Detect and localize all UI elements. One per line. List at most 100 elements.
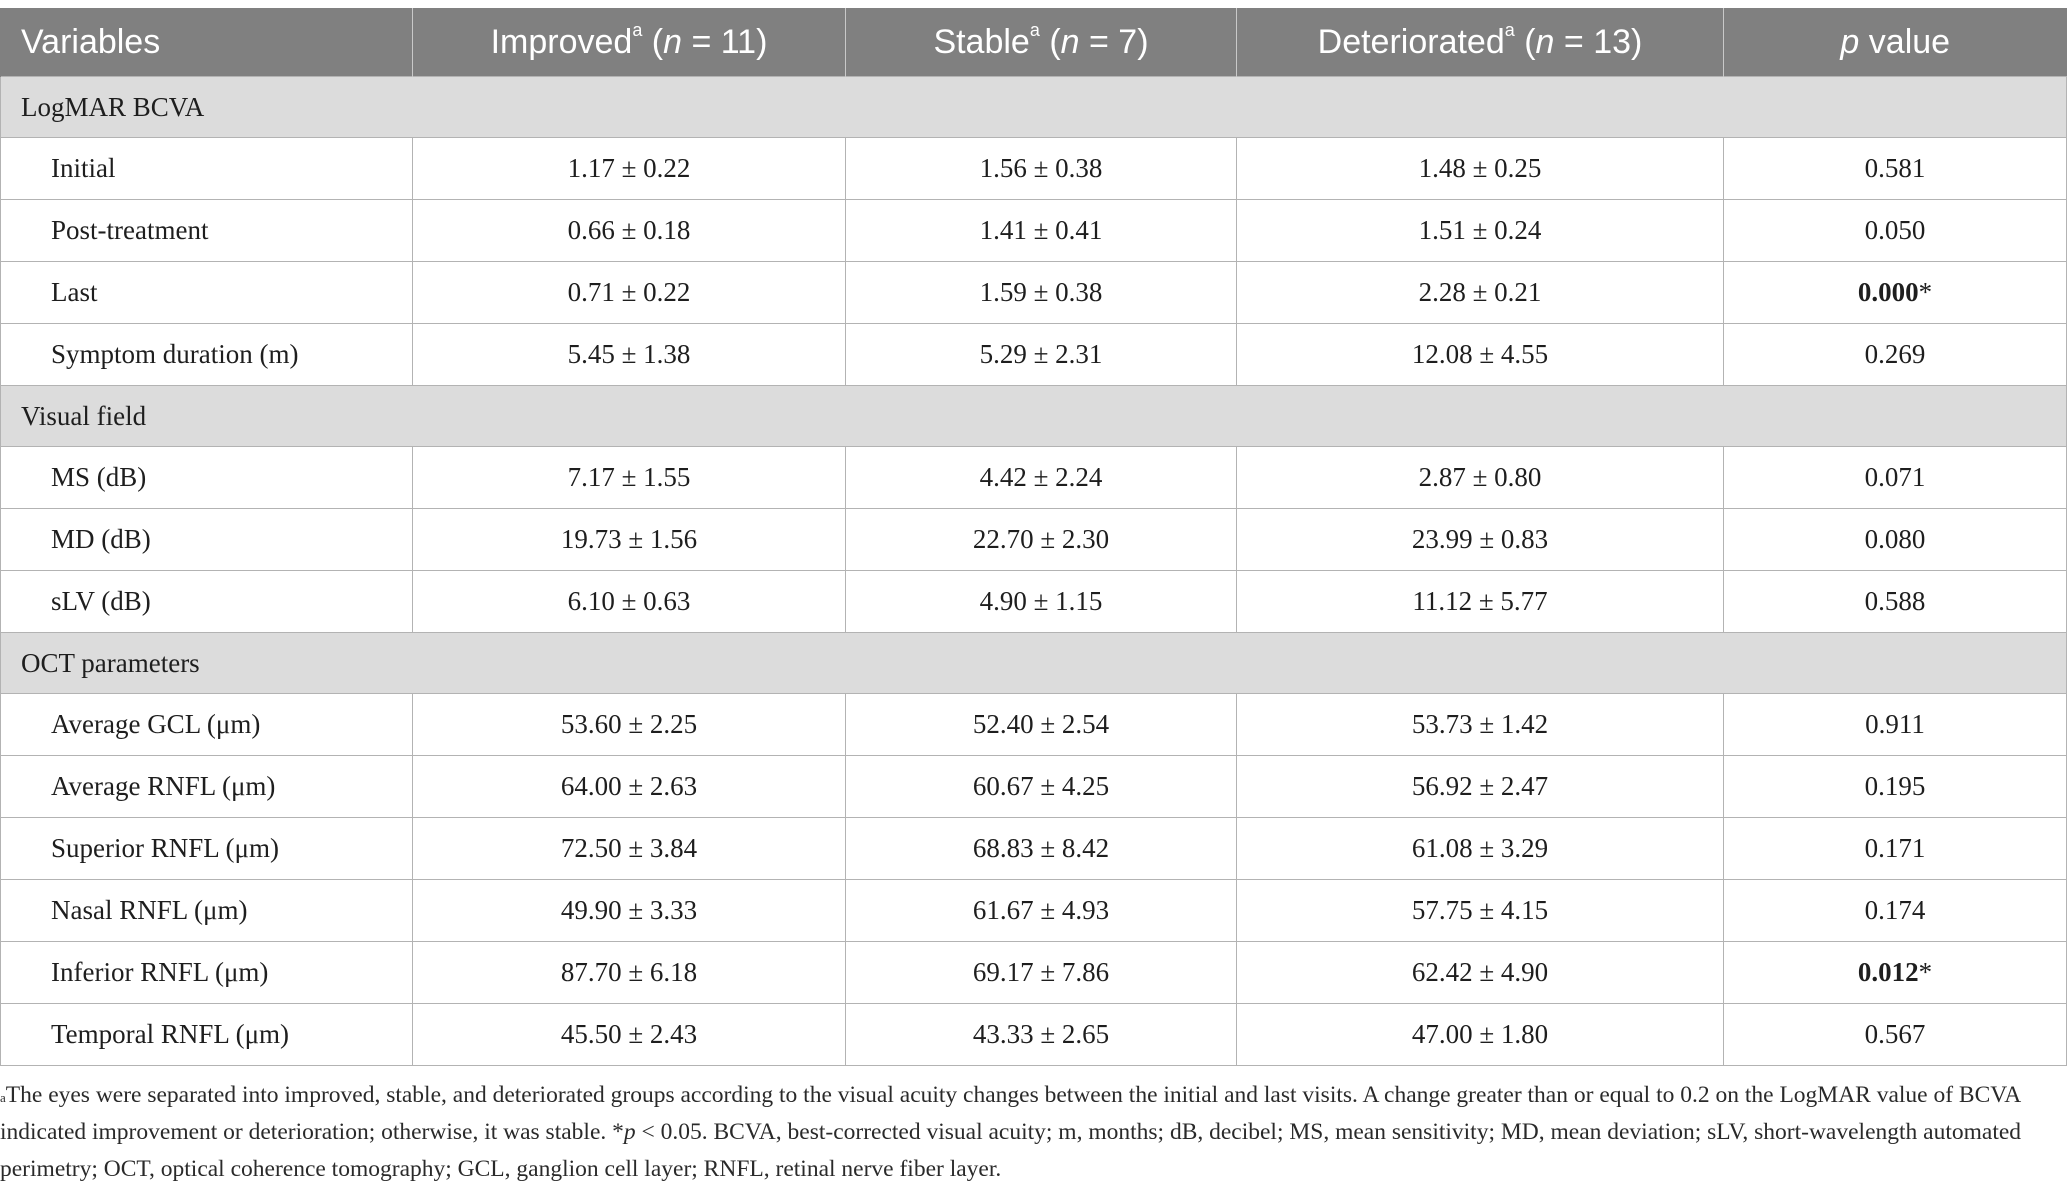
p-value-text: 0.071 bbox=[1864, 462, 1926, 492]
section-row: OCT parameters bbox=[0, 632, 2067, 694]
cell-stable: 61.67 ± 4.93 bbox=[845, 879, 1237, 942]
cell-p-value: 0.000* bbox=[1723, 261, 2067, 324]
cell-deteriorated: 1.51 ± 0.24 bbox=[1236, 199, 1724, 262]
cell-improved: 72.50 ± 3.84 bbox=[412, 817, 846, 880]
cell-stable: 1.56 ± 0.38 bbox=[845, 137, 1237, 200]
footnote-marker: a bbox=[0, 1090, 6, 1105]
table-row: Superior RNFL (μm) 72.50 ± 3.84 68.83 ± 8.… bbox=[0, 817, 2067, 880]
cell-p-value: 0.171 bbox=[1723, 817, 2067, 880]
significance-marker: * bbox=[1918, 957, 1933, 987]
cell-variable: Average RNFL (μm) bbox=[0, 755, 413, 818]
cell-variable: sLV (dB) bbox=[0, 570, 413, 633]
p-value-significant: 0.000 bbox=[1857, 277, 1919, 307]
cell-deteriorated: 53.73 ± 1.42 bbox=[1236, 693, 1724, 756]
cell-p-value: 0.911 bbox=[1723, 693, 2067, 756]
cell-stable: 4.90 ± 1.15 bbox=[845, 570, 1237, 633]
cell-variable: Nasal RNFL (μm) bbox=[0, 879, 413, 942]
cell-improved: 7.17 ± 1.55 bbox=[412, 446, 846, 509]
table-row: Initial 1.17 ± 0.22 1.56 ± 0.38 1.48 ± 0.25… bbox=[0, 137, 2067, 200]
section-title: LogMAR BCVA bbox=[0, 76, 2067, 138]
cell-deteriorated: 2.28 ± 0.21 bbox=[1236, 261, 1724, 324]
cell-stable: 22.70 ± 2.30 bbox=[845, 508, 1237, 571]
cell-stable: 5.29 ± 2.31 bbox=[845, 323, 1237, 386]
cell-deteriorated: 57.75 ± 4.15 bbox=[1236, 879, 1724, 942]
cell-deteriorated: 47.00 ± 1.80 bbox=[1236, 1003, 1724, 1066]
cell-p-value: 0.012* bbox=[1723, 941, 2067, 1004]
cell-p-value: 0.269 bbox=[1723, 323, 2067, 386]
cell-deteriorated: 11.12 ± 5.77 bbox=[1236, 570, 1724, 633]
cell-stable: 52.40 ± 2.54 bbox=[845, 693, 1237, 756]
cell-deteriorated: 23.99 ± 0.83 bbox=[1236, 508, 1724, 571]
cell-stable: 69.17 ± 7.86 bbox=[845, 941, 1237, 1004]
p-value-text: 0.174 bbox=[1864, 895, 1926, 925]
p-value-significant: 0.012 bbox=[1857, 957, 1919, 987]
header-p-value: p value bbox=[1723, 8, 2067, 77]
cell-improved: 87.70 ± 6.18 bbox=[412, 941, 846, 1004]
cell-stable: 1.59 ± 0.38 bbox=[845, 261, 1237, 324]
table-header: Variables Improveda (n = 11) Stablea (n … bbox=[0, 8, 2067, 77]
results-table-container: Variables Improveda (n = 11) Stablea (n … bbox=[0, 8, 2067, 1066]
header-improved: Improveda (n = 11) bbox=[412, 8, 846, 77]
cell-variable: MS (dB) bbox=[0, 446, 413, 509]
p-value-text: 0.911 bbox=[1865, 709, 1925, 739]
table-row: Average RNFL (μm) 64.00 ± 2.63 60.67 ± 4.2… bbox=[0, 755, 2067, 818]
cell-improved: 0.71 ± 0.22 bbox=[412, 261, 846, 324]
cell-p-value: 0.195 bbox=[1723, 755, 2067, 818]
table-row: Last 0.71 ± 0.22 1.59 ± 0.38 2.28 ± 0.21 0.0… bbox=[0, 261, 2067, 324]
cell-p-value: 0.581 bbox=[1723, 137, 2067, 200]
cell-variable: Average GCL (μm) bbox=[0, 693, 413, 756]
significance-marker: * bbox=[1918, 277, 1933, 307]
cell-improved: 1.17 ± 0.22 bbox=[412, 137, 846, 200]
cell-deteriorated: 62.42 ± 4.90 bbox=[1236, 941, 1724, 1004]
cell-variable: Superior RNFL (μm) bbox=[0, 817, 413, 880]
cell-improved: 0.66 ± 0.18 bbox=[412, 199, 846, 262]
p-value-text: 0.195 bbox=[1864, 771, 1926, 801]
cell-deteriorated: 2.87 ± 0.80 bbox=[1236, 446, 1724, 509]
cell-stable: 60.67 ± 4.25 bbox=[845, 755, 1237, 818]
section-title: OCT parameters bbox=[0, 632, 2067, 694]
cell-variable: Post-treatment bbox=[0, 199, 413, 262]
cell-stable: 43.33 ± 2.65 bbox=[845, 1003, 1237, 1066]
table-row: Nasal RNFL (μm) 49.90 ± 3.33 61.67 ± 4.93 5… bbox=[0, 879, 2067, 942]
p-value-text: 0.567 bbox=[1864, 1019, 1926, 1049]
cell-variable: Symptom duration (m) bbox=[0, 323, 413, 386]
p-value-text: 0.171 bbox=[1864, 833, 1926, 863]
cell-variable: Initial bbox=[0, 137, 413, 200]
cell-improved: 6.10 ± 0.63 bbox=[412, 570, 846, 633]
cell-p-value: 0.080 bbox=[1723, 508, 2067, 571]
header-stable: Stablea (n = 7) bbox=[845, 8, 1237, 77]
cell-deteriorated: 56.92 ± 2.47 bbox=[1236, 755, 1724, 818]
table-row: sLV (dB) 6.10 ± 0.63 4.90 ± 1.15 11.12 ± 5.… bbox=[0, 570, 2067, 633]
cell-variable: Temporal RNFL (μm) bbox=[0, 1003, 413, 1066]
p-value-text: 0.588 bbox=[1864, 586, 1926, 616]
p-value-text: 0.581 bbox=[1864, 153, 1926, 183]
table-row: Inferior RNFL (μm) 87.70 ± 6.18 69.17 ± 7.… bbox=[0, 941, 2067, 1004]
section-row: LogMAR BCVA bbox=[0, 76, 2067, 138]
table-row: Average GCL (μm) 53.60 ± 2.25 52.40 ± 2.54… bbox=[0, 693, 2067, 756]
cell-variable: MD (dB) bbox=[0, 508, 413, 571]
table-row: MS (dB) 7.17 ± 1.55 4.42 ± 2.24 2.87 ± 0.80… bbox=[0, 446, 2067, 509]
table-row: Post-treatment 0.66 ± 0.18 1.41 ± 0.41 1.51… bbox=[0, 199, 2067, 262]
header-deteriorated: Deteriorateda (n = 13) bbox=[1236, 8, 1724, 77]
cell-p-value: 0.050 bbox=[1723, 199, 2067, 262]
cell-improved: 19.73 ± 1.56 bbox=[412, 508, 846, 571]
footnote-text: The eyes were separated into improved, s… bbox=[0, 1082, 2022, 1182]
cell-deteriorated: 61.08 ± 3.29 bbox=[1236, 817, 1724, 880]
cell-variable: Last bbox=[0, 261, 413, 324]
table-row: Temporal RNFL (μm) 45.50 ± 2.43 43.33 ± 2.… bbox=[0, 1003, 2067, 1066]
section-title: Visual field bbox=[0, 385, 2067, 447]
cell-stable: 68.83 ± 8.42 bbox=[845, 817, 1237, 880]
table-body: LogMAR BCVA Initial 1.17 ± 0.22 1.56 ± 0.38… bbox=[0, 76, 2067, 1066]
cell-improved: 5.45 ± 1.38 bbox=[412, 323, 846, 386]
cell-variable: Inferior RNFL (μm) bbox=[0, 941, 413, 1004]
cell-p-value: 0.174 bbox=[1723, 879, 2067, 942]
cell-p-value: 0.071 bbox=[1723, 446, 2067, 509]
section-row: Visual field bbox=[0, 385, 2067, 447]
cell-deteriorated: 1.48 ± 0.25 bbox=[1236, 137, 1724, 200]
table-row: Symptom duration (m) 5.45 ± 1.38 5.29 ± 2.… bbox=[0, 323, 2067, 386]
p-value-text: 0.269 bbox=[1864, 339, 1926, 369]
cell-improved: 45.50 ± 2.43 bbox=[412, 1003, 846, 1066]
cell-improved: 64.00 ± 2.63 bbox=[412, 755, 846, 818]
results-table: Variables Improveda (n = 11) Stablea (n … bbox=[0, 8, 2067, 1066]
header-variables: Variables bbox=[0, 8, 413, 77]
